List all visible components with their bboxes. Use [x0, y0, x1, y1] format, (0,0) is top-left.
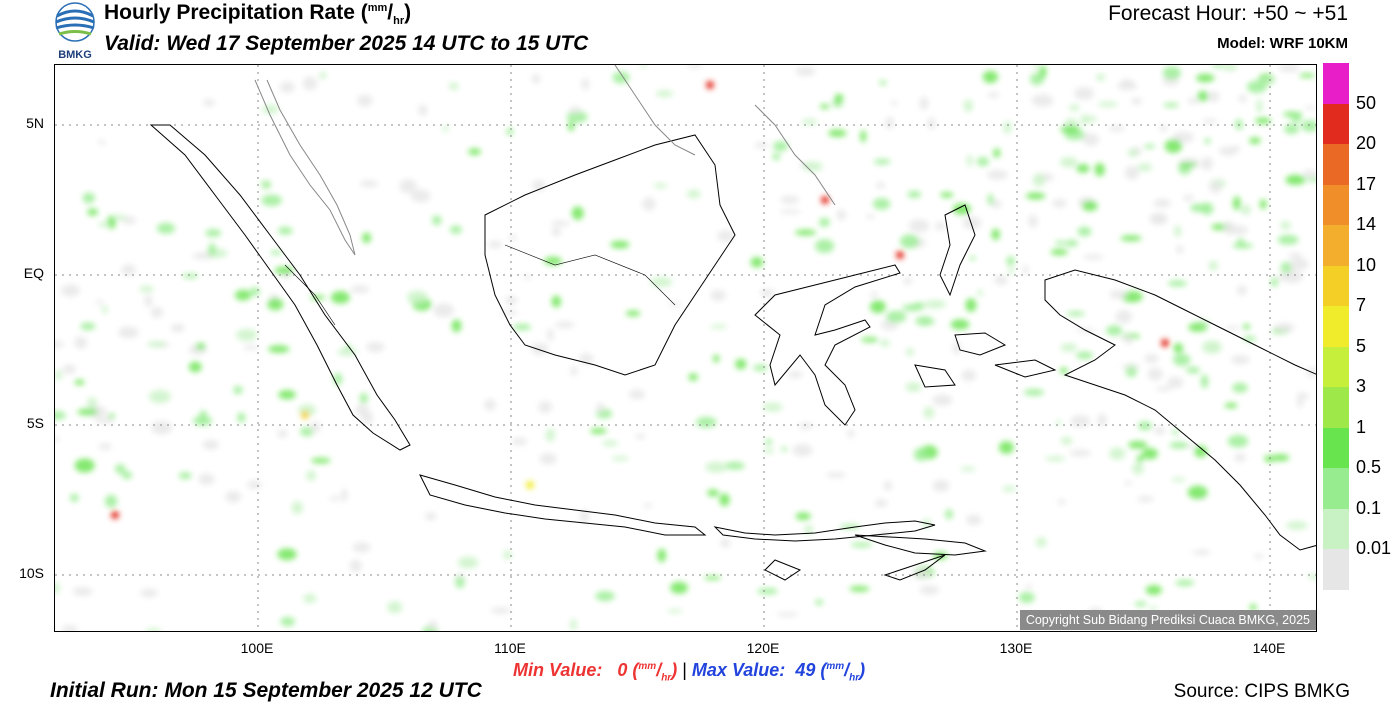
colorbar-swatch [1323, 225, 1349, 266]
precip-field [55, 65, 1316, 631]
precipitation-map [54, 64, 1317, 632]
min-value: Min Value: 0 (mm/hr) [513, 660, 678, 684]
colorbar-swatch [1323, 387, 1349, 428]
copyright-badge: Copyright Sub Bidang Prediksi Cuaca BMKG… [1019, 610, 1316, 630]
colorbar-swatch [1323, 144, 1349, 185]
logo-text: BMKG [58, 49, 92, 60]
colorbar-label: 17 [1356, 173, 1377, 194]
model-name: Model: WRF 10KM [1217, 35, 1348, 52]
colorbar-swatch [1323, 103, 1349, 145]
source-credit: Source: CIPS BMKG [1173, 681, 1350, 702]
chart-title: Hourly Precipitation Rate (mm/hr) [104, 1, 412, 28]
colorbar-label: 5 [1356, 335, 1367, 356]
colorbar-label: 3 [1356, 376, 1367, 397]
colorbar-label: 1 [1356, 416, 1367, 437]
colorbar-swatch [1323, 63, 1349, 104]
map-canvas [55, 65, 1316, 631]
colorbar-swatch [1323, 346, 1349, 388]
lon-label: 140E [1252, 640, 1286, 656]
colorbar-label: 10 [1356, 254, 1377, 275]
colorbar-swatch [1323, 468, 1349, 509]
colorbar-swatch [1323, 184, 1349, 226]
colorbar-swatch [1323, 427, 1349, 469]
colorbar [1323, 63, 1349, 590]
colorbar-label: 50 [1356, 92, 1377, 113]
lon-label: 130E [999, 640, 1033, 656]
colorbar-swatch [1323, 265, 1349, 307]
colorbar-swatch [1323, 549, 1349, 590]
graticule [55, 65, 1316, 631]
colorbar-label: 0.01 [1356, 538, 1392, 559]
lon-label: 100E [240, 640, 274, 656]
max-value: Max Value: 49 (mm/hr) [691, 660, 866, 684]
min-max-values: Min Value: 0 (mm/hr) | Max Value: 49 (mm… [513, 660, 866, 684]
internal-boundaries [284, 244, 676, 326]
colorbar-label: 0.1 [1356, 497, 1382, 518]
valid-time: Valid: Wed 17 September 2025 14 UTC to 1… [104, 32, 589, 55]
colorbar-label: 0.5 [1356, 457, 1382, 478]
bmkg-logo: BMKG [52, 2, 98, 61]
colorbar-label: 14 [1356, 214, 1377, 235]
initial-run: Initial Run: Mon 15 September 2025 12 UT… [50, 679, 482, 702]
colorbar-label: 7 [1356, 295, 1367, 316]
colorbar-swatch [1323, 306, 1349, 347]
lat-label: 5N [26, 115, 44, 131]
colorbar-swatch [1323, 508, 1349, 550]
lon-label: 120E [746, 640, 780, 656]
lat-label: 10S [19, 565, 44, 581]
lat-label: 5S [26, 415, 44, 431]
lat-label: EQ [23, 265, 44, 281]
colorbar-label: 20 [1356, 133, 1377, 154]
coastlines [149, 65, 1316, 581]
lon-label: 110E [494, 640, 526, 656]
forecast-hour: Forecast Hour: +50 ~ +51 [1108, 2, 1348, 25]
